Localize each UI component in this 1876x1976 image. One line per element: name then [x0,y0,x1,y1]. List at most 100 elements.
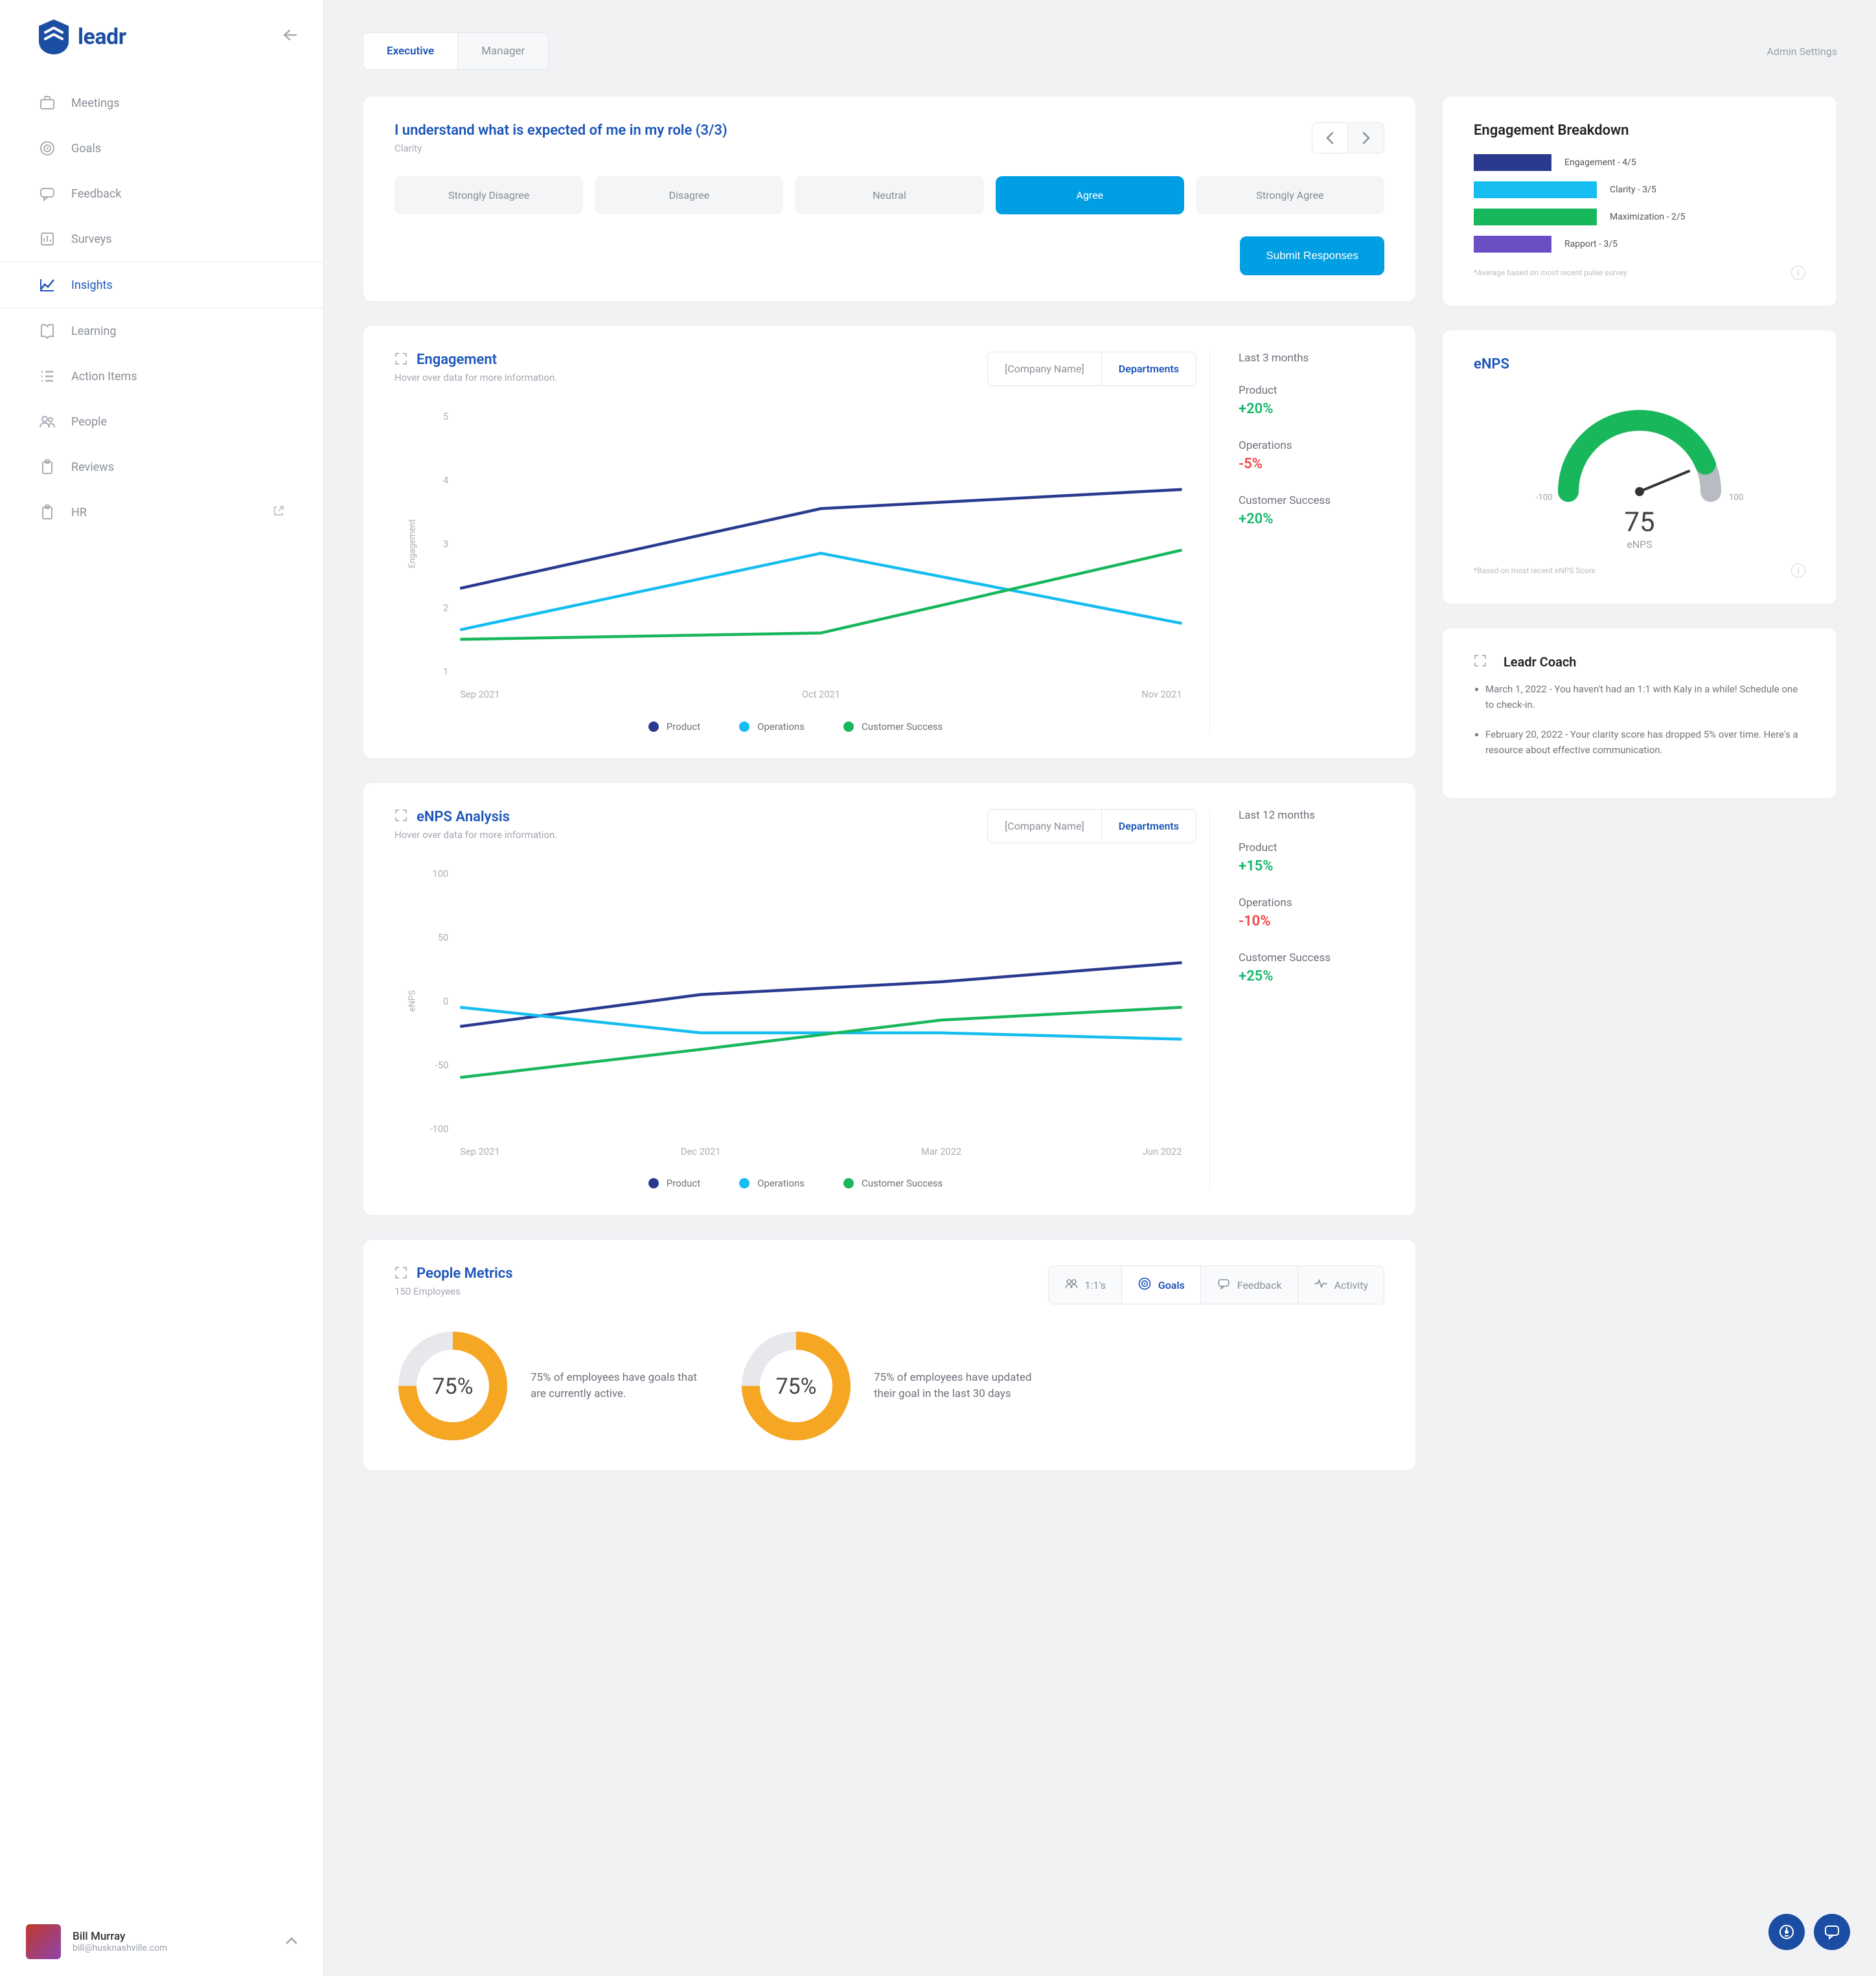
stat-label: Product [1239,384,1384,397]
sidebar-item-label: Insights [71,278,113,292]
collapse-sidebar-icon[interactable] [282,28,297,45]
sidebar-item-label: Meetings [71,97,119,110]
breakdown-label: Rapport - 3/5 [1564,239,1618,249]
legend-item: Customer Success [843,1177,943,1189]
expand-icon[interactable] [395,1266,407,1282]
book-icon [39,323,56,339]
sidebar-item-people[interactable]: People [0,399,323,444]
engagement-subtitle: Hover over data for more information. [395,372,557,383]
svg-text:Engagement: Engagement [407,519,418,569]
tab-manager[interactable]: Manager [457,33,548,69]
enps-analysis-title: eNPS Analysis [417,809,510,825]
breakdown-row: Rapport - 3/5 [1474,236,1805,253]
breakdown-bar [1474,181,1597,198]
sidebar-item-learning[interactable]: Learning [0,308,323,354]
pm-tab-icon [1138,1277,1152,1293]
fab-row [1768,1914,1850,1950]
likert-neutral[interactable]: Neutral [795,176,983,214]
sidebar-item-feedback[interactable]: Feedback [0,171,323,216]
user-footer[interactable]: Bill Murray bill@husknashville.com [0,1907,323,1976]
coach-card: Leadr Coach March 1, 2022 - You haven't … [1442,628,1837,799]
sidebar-item-surveys[interactable]: Surveys [0,216,323,262]
sidebar-item-hr[interactable]: HR [0,490,323,535]
sidebar-item-label: Surveys [71,233,112,246]
legend-label: Product [667,1177,700,1189]
sidebar-item-insights[interactable]: Insights [0,262,323,308]
pm-tab-goals[interactable]: Goals [1121,1266,1200,1304]
stat-item: Product +20% [1239,384,1384,417]
scope-tab[interactable]: [Company Name] [988,810,1101,843]
likert-strongly-disagree[interactable]: Strongly Disagree [395,176,583,214]
breakdown-bar [1474,209,1597,225]
svg-text:3: 3 [443,538,448,550]
stat-item: Customer Success +25% [1239,951,1384,984]
legend-dot [739,721,749,732]
expand-icon[interactable] [1474,654,1487,670]
sidebar-item-label: Learning [71,324,117,338]
stat-label: Operations [1239,896,1384,909]
brand-logo-icon [39,19,69,54]
gauge-value: 75 [1474,506,1805,538]
info-icon[interactable]: i [1791,563,1805,578]
likert-agree[interactable]: Agree [996,176,1184,214]
svg-text:2: 2 [443,602,448,614]
scope-tab[interactable]: Departments [1101,352,1196,385]
breakdown-row: Maximization - 2/5 [1474,209,1805,225]
legend-label: Customer Success [862,1177,943,1189]
sidebar: leadr Meetings Goals Feedback Surveys [0,0,324,1976]
submit-button[interactable]: Submit Responses [1240,236,1384,275]
chat-fab[interactable] [1814,1914,1850,1950]
gauge-footnote: *Based on most recent eNPS Score [1474,566,1596,575]
enps-analysis-chart: -100-50050100eNPSSep 2021Dec 2021Mar 202… [395,859,1196,1165]
sidebar-item-goals[interactable]: Goals [0,126,323,171]
tab-executive[interactable]: Executive [363,33,457,69]
legend-dot [739,1178,749,1188]
donut-chart: 75% [395,1328,511,1444]
sidebar-item-action-items[interactable]: Action Items [0,354,323,399]
survey-nav [1312,122,1384,153]
stat-value: +15% [1239,858,1384,874]
survey-card: I understand what is expected of me in m… [363,96,1416,302]
engagement-chart: 12345EngagementSep 2021Oct 2021Nov 2021 [395,402,1196,708]
sidebar-item-reviews[interactable]: Reviews [0,444,323,490]
pm-tab-label: 1:1's [1085,1279,1106,1291]
breakdown-title: Engagement Breakdown [1474,122,1805,139]
help-fab[interactable] [1768,1914,1805,1950]
legend-dot [648,1178,659,1188]
admin-settings-link[interactable]: Admin Settings [1767,45,1837,58]
info-icon[interactable]: i [1791,266,1805,280]
pm-tab-activity[interactable]: Activity [1298,1266,1384,1304]
enps-analysis-range: Last 12 months [1239,809,1384,822]
pm-tab-icon [1314,1278,1328,1291]
expand-icon[interactable] [395,809,407,824]
scope-tab[interactable]: Departments [1101,810,1196,843]
breakdown-row: Engagement - 4/5 [1474,154,1805,171]
legend-item: Operations [739,1177,805,1189]
svg-text:Oct 2021: Oct 2021 [802,688,840,700]
next-button[interactable] [1348,122,1384,153]
stat-value: +25% [1239,968,1384,984]
people-metrics-subtitle: 150 Employees [395,1286,513,1297]
stat-value: +20% [1239,511,1384,527]
bars-icon [39,231,56,247]
prev-button[interactable] [1312,122,1348,153]
expand-icon[interactable] [395,352,407,368]
likert-strongly-agree[interactable]: Strongly Agree [1196,176,1384,214]
sidebar-item-label: Reviews [71,460,114,474]
sidebar-item-meetings[interactable]: Meetings [0,80,323,126]
donut-block: 75% 75% of employees have goals that are… [395,1328,699,1444]
briefcase-icon [39,95,56,111]
svg-text:Mar 2022: Mar 2022 [921,1146,961,1157]
list-icon [39,368,56,385]
chevron-up-icon[interactable] [286,1936,297,1947]
gauge-max: 100 [1729,493,1743,503]
likert-disagree[interactable]: Disagree [595,176,783,214]
clipboard-icon [39,504,56,521]
scope-tab[interactable]: [Company Name] [988,352,1101,385]
pm-tab-1-1-s[interactable]: 1:1's [1049,1266,1121,1304]
coach-list: March 1, 2022 - You haven't had an 1:1 w… [1474,681,1805,758]
breakdown-row: Clarity - 3/5 [1474,181,1805,198]
sidebar-item-label: Action Items [71,370,137,383]
pm-tab-feedback[interactable]: Feedback [1200,1266,1298,1304]
user-email: bill@husknashville.com [73,1943,167,1953]
